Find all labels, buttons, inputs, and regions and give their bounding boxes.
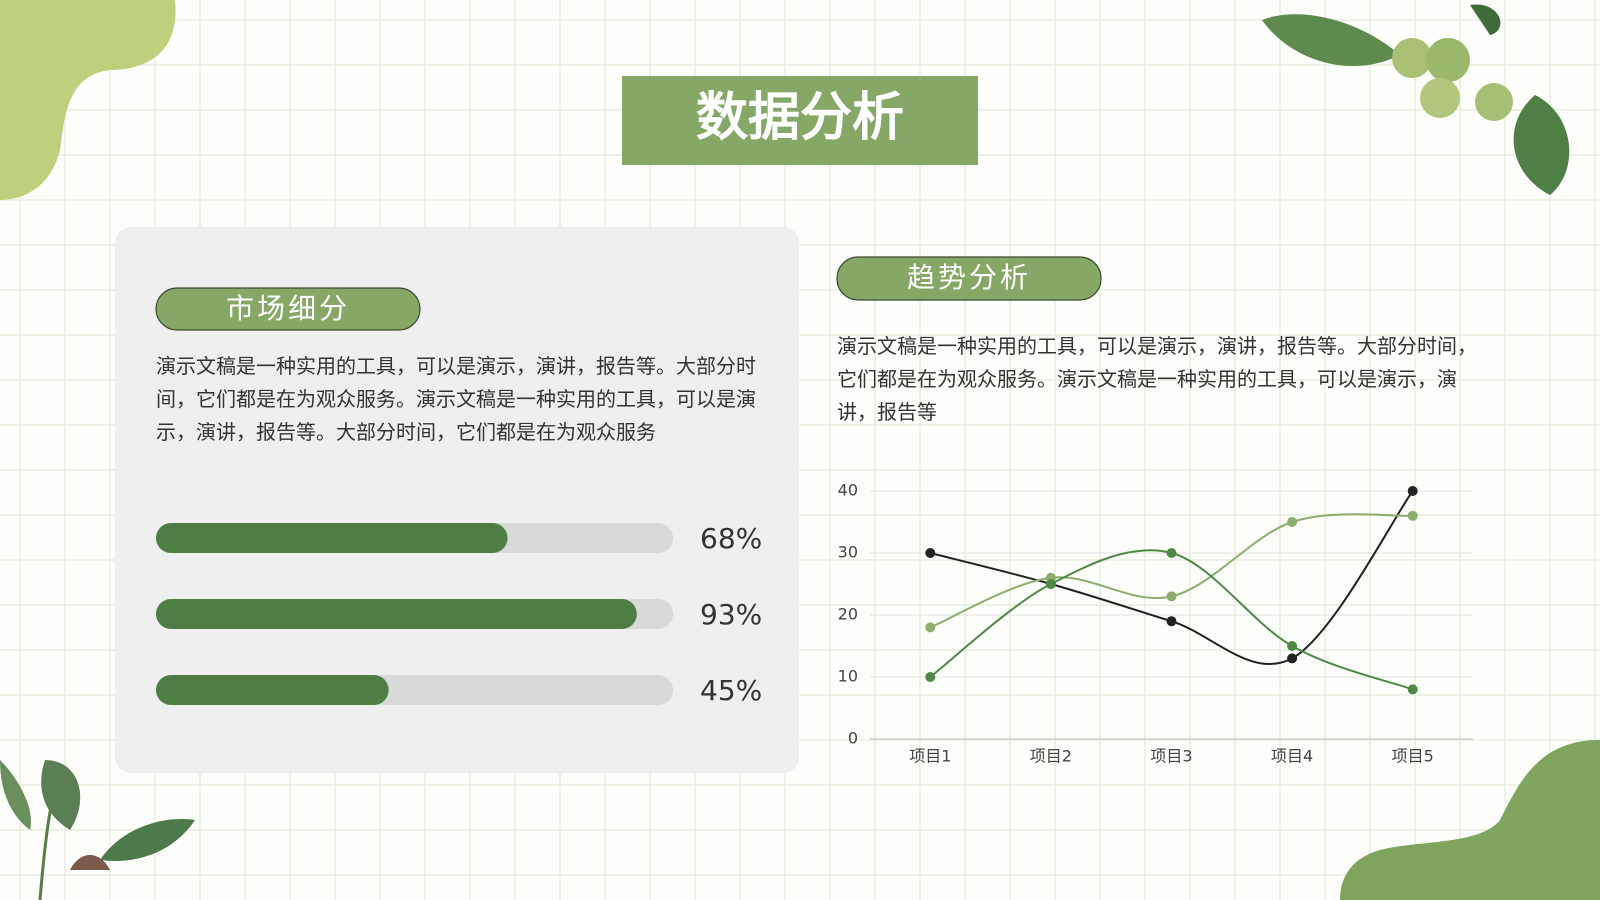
y-tick-label: 40 <box>838 481 858 500</box>
data-point <box>1287 517 1298 527</box>
left-text: 演示文稿是一种实用的工具，可以是演示，演讲，报告等。大部分时间，它们都是在为观众… <box>156 354 756 444</box>
plant-decoration <box>0 760 195 900</box>
right-heading: 趋势分析 <box>907 261 1031 294</box>
data-point <box>925 672 936 682</box>
data-point <box>1407 684 1418 695</box>
y-tick-label: 30 <box>838 543 858 562</box>
progress-label: 93% <box>700 598 762 631</box>
title-box <box>622 76 978 165</box>
corner-blob <box>0 0 176 200</box>
leaf-decoration <box>1262 4 1570 195</box>
y-tick-label: 0 <box>848 729 858 748</box>
y-tick-label: 10 <box>838 667 858 686</box>
x-tick-label: 项目1 <box>909 747 951 766</box>
heading-pill <box>836 256 1102 301</box>
title: 数据分析 <box>696 88 904 148</box>
series-line <box>930 490 1414 665</box>
progress-bar <box>156 599 637 629</box>
y-tick-label: 20 <box>838 605 858 624</box>
data-point <box>1407 486 1418 496</box>
x-tick-label: 项目5 <box>1392 747 1434 766</box>
progress-label: 68% <box>700 522 762 555</box>
data-point <box>925 548 936 558</box>
right-text: 演示文稿是一种实用的工具，可以是演示，演讲，报告等。大部分时间，它们都是在为观众… <box>837 334 1477 424</box>
data-point <box>1166 616 1177 627</box>
data-point <box>925 622 936 633</box>
data-point <box>1407 510 1418 521</box>
progress-bar <box>156 523 508 553</box>
data-point <box>1166 591 1177 602</box>
data-point <box>1045 579 1056 589</box>
left-heading: 市场细分 <box>226 292 350 325</box>
x-tick-label: 项目3 <box>1150 747 1192 766</box>
data-point <box>1166 548 1177 558</box>
corner-blob <box>1340 740 1600 900</box>
x-tick-label: 项目4 <box>1271 747 1313 766</box>
data-point <box>1287 653 1298 664</box>
x-tick-label: 项目2 <box>1030 747 1072 766</box>
heading-pill <box>155 287 421 331</box>
left-panel <box>115 227 799 773</box>
data-point <box>1287 641 1298 651</box>
progress-bar <box>156 675 389 705</box>
progress-label: 45% <box>700 674 762 707</box>
